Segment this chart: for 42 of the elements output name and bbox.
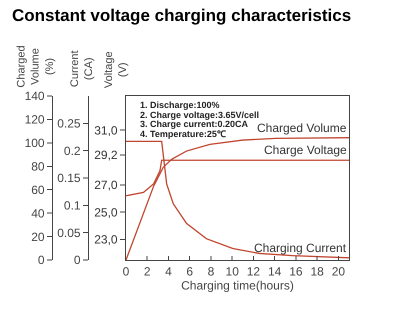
- chart-title: Constant voltage charging characteristics: [12, 6, 352, 26]
- annotation: 2. Charge voltage:3.65V/cell: [140, 110, 260, 120]
- y-tick-label: 60: [31, 182, 45, 197]
- y-tick-label: 80: [31, 159, 45, 174]
- x-tick-label: 18: [310, 264, 324, 278]
- x-tick-label: 4: [165, 264, 172, 278]
- y2-axis-title: Current (CA): [68, 50, 96, 88]
- series-label: Charging Current: [254, 241, 347, 255]
- y-tick-label: 40: [31, 206, 45, 220]
- y2-tick-label: 0.25: [57, 116, 81, 131]
- annotation: 1. Discharge:100%: [140, 100, 220, 110]
- y3-tick-label: 25,0: [94, 205, 118, 220]
- series-label: Charged Volume: [257, 121, 347, 135]
- annotation: 4. Temperature:25℃: [140, 129, 226, 139]
- x-tick-label: 16: [289, 264, 303, 278]
- y2-tick-label: 0.15: [57, 171, 81, 186]
- y3-tick-label: 29,2: [94, 148, 118, 162]
- y3-axis-title: Voltage (V): [102, 51, 130, 88]
- series-label: Charge Voltage: [264, 143, 348, 157]
- y2-tick-label: 0: [74, 253, 81, 268]
- y-tick-label: 0: [38, 253, 45, 268]
- y2-tick-label: 0.2: [64, 144, 81, 158]
- y-tick-label: 140: [24, 89, 45, 104]
- x-tick-label: 10: [226, 264, 240, 278]
- x-tick-label: 12: [246, 264, 260, 278]
- x-tick-label: 8: [208, 264, 215, 278]
- y3-tick-label: 23,0: [94, 232, 118, 247]
- y-tick-label: 120: [24, 112, 45, 127]
- annotation: 3. Charge current:0.20CA: [140, 119, 249, 129]
- y-tick-label: 20: [31, 230, 45, 244]
- x-tick-label: 2: [144, 264, 151, 278]
- x-tick-label: 0: [122, 264, 130, 278]
- y2-tick-label: 0.1: [64, 198, 81, 213]
- x-tick-label: 14: [268, 264, 282, 278]
- x-tick-label: 20: [332, 264, 346, 278]
- y3-tick-label: 31,0: [94, 123, 118, 138]
- y3-tick-label: 27,0: [94, 178, 118, 192]
- y-axis-title: Charged Volume (%): [15, 45, 56, 88]
- x-tick-label: 6: [186, 264, 194, 278]
- y-tick-label: 100: [24, 136, 45, 150]
- y2-tick-label: 0.05: [57, 226, 81, 240]
- x-axis-title: Charging time(hours): [181, 278, 294, 292]
